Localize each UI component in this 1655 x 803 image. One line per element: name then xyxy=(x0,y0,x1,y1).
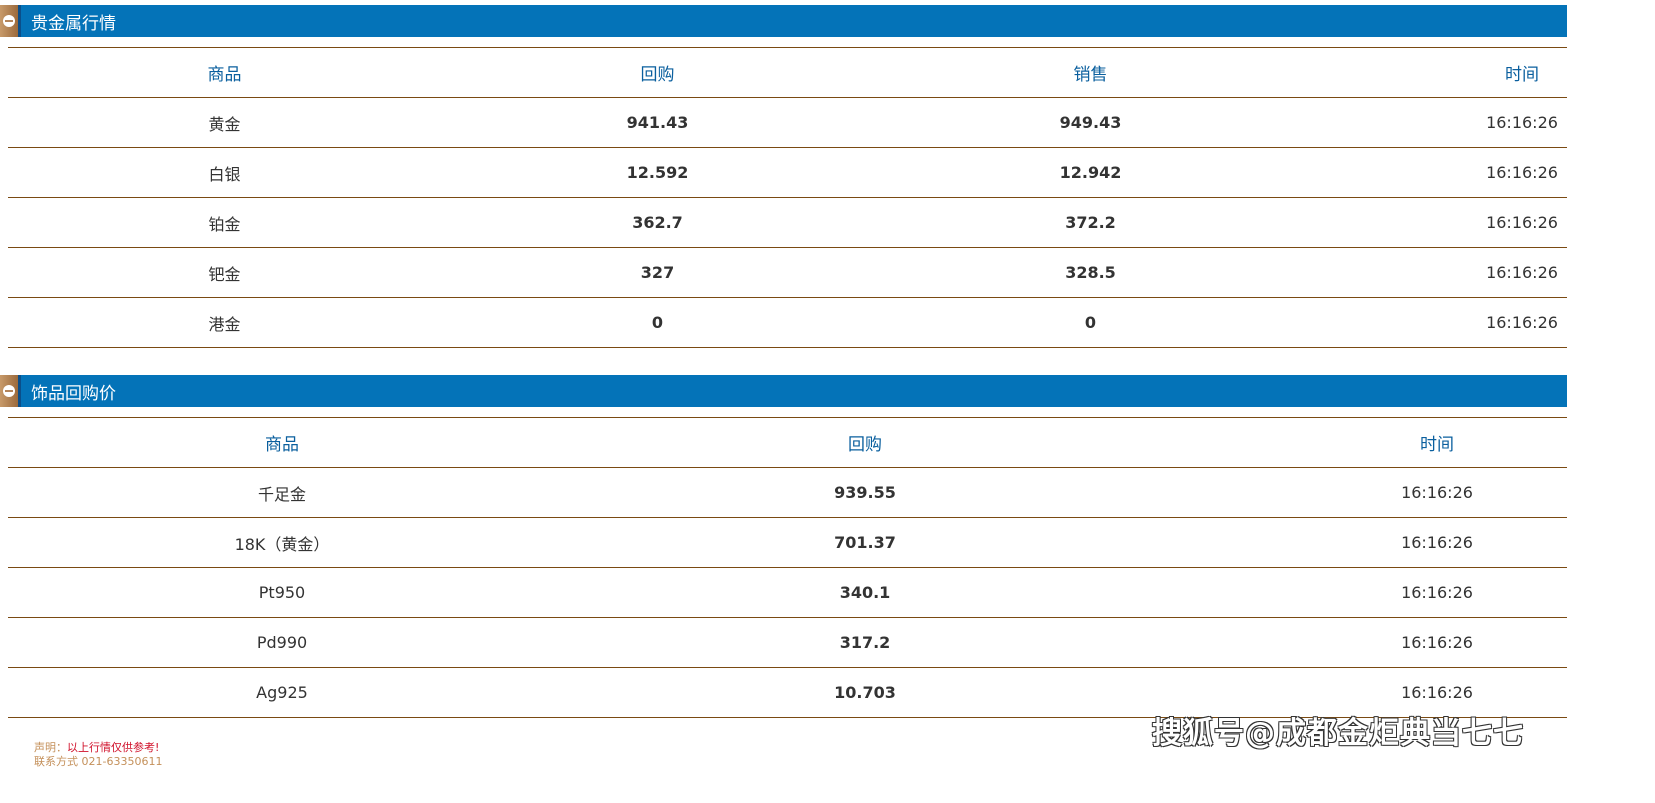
table-cell: 941.43 xyxy=(441,97,874,148)
table-row: 钯金 327 328.5 16:16:26 xyxy=(8,247,1567,298)
table-cell: 16:16:26 xyxy=(1174,517,1567,568)
table-cell: 白银 xyxy=(8,147,441,198)
jewelry-buyback-table: 商品 回购 时间 千足金 939.55 16:16:26 18K（黄金） 701.37 16:1… xyxy=(8,417,1567,718)
column-header: 销售 xyxy=(874,47,1307,98)
section-title: 饰品回购价 xyxy=(31,383,116,404)
table-cell: 18K（黄金） xyxy=(8,517,556,568)
section-icon xyxy=(0,375,21,407)
table-cell: 328.5 xyxy=(874,247,1307,298)
table-cell: 16:16:26 xyxy=(1307,297,1567,348)
precious-metals-table: 商品 回购 销售 时间 黄金 941.43 949.43 16:16:26 白银 12.592 12… xyxy=(8,47,1567,348)
table-cell: 0 xyxy=(874,297,1307,348)
watermark: 搜狐号@成都金炬典当七七 xyxy=(1152,716,1524,751)
table-cell: 16:16:26 xyxy=(1307,197,1567,248)
footer: 声明：以上行情仅供参考! 联系方式 021-63350611 xyxy=(34,741,162,769)
table-cell: Ag925 xyxy=(8,667,556,718)
column-header: 回购 xyxy=(441,47,874,98)
section-header-precious-metals: 贵金属行情 xyxy=(0,5,1567,37)
table-cell: 16:16:26 xyxy=(1174,467,1567,518)
table-row: 18K（黄金） 701.37 16:16:26 xyxy=(8,517,1567,568)
table-cell: 钯金 xyxy=(8,247,441,298)
disclaimer-text: 以上行情仅供参考! xyxy=(67,741,160,754)
table-cell: 0 xyxy=(441,297,874,348)
table-cell: Pd990 xyxy=(8,617,556,668)
column-header: 时间 xyxy=(1174,417,1567,468)
table-cell: 黄金 xyxy=(8,97,441,148)
section-header-jewelry-buyback: 饰品回购价 xyxy=(0,375,1567,407)
table-cell: 铂金 xyxy=(8,197,441,248)
table-cell: 16:16:26 xyxy=(1307,247,1567,298)
column-header: 时间 xyxy=(1307,47,1567,98)
table-cell: 16:16:26 xyxy=(1174,567,1567,618)
table-cell: 12.592 xyxy=(441,147,874,198)
table-header-row: 商品 回购 销售 时间 xyxy=(8,47,1567,98)
table-row: Ag925 10.703 16:16:26 xyxy=(8,667,1567,718)
table-cell: 340.1 xyxy=(556,567,1174,618)
table-cell: 16:16:26 xyxy=(1174,617,1567,668)
table-cell: 317.2 xyxy=(556,617,1174,668)
table-cell: 939.55 xyxy=(556,467,1174,518)
table-row: Pd990 317.2 16:16:26 xyxy=(8,617,1567,668)
table-cell: 949.43 xyxy=(874,97,1307,148)
disclaimer-label: 声明： xyxy=(34,741,67,754)
table-cell: 362.7 xyxy=(441,197,874,248)
table-cell: 16:16:26 xyxy=(1307,147,1567,198)
table-row: Pt950 340.1 16:16:26 xyxy=(8,567,1567,618)
table-cell: 港金 xyxy=(8,297,441,348)
table-cell: 16:16:26 xyxy=(1174,667,1567,718)
column-header: 回购 xyxy=(556,417,1174,468)
table-cell: 10.703 xyxy=(556,667,1174,718)
table-cell: 千足金 xyxy=(8,467,556,518)
table-cell: 701.37 xyxy=(556,517,1174,568)
table-row: 港金 0 0 16:16:26 xyxy=(8,297,1567,348)
section-title: 贵金属行情 xyxy=(31,13,116,34)
contact-info: 联系方式 021-63350611 xyxy=(34,755,163,768)
table-cell: 12.942 xyxy=(874,147,1307,198)
table-row: 铂金 362.7 372.2 16:16:26 xyxy=(8,197,1567,248)
section-icon xyxy=(0,5,21,37)
table-header-row: 商品 回购 时间 xyxy=(8,417,1567,468)
table-row: 黄金 941.43 949.43 16:16:26 xyxy=(8,97,1567,148)
table-row: 千足金 939.55 16:16:26 xyxy=(8,467,1567,518)
table-cell: 372.2 xyxy=(874,197,1307,248)
table-row: 白银 12.592 12.942 16:16:26 xyxy=(8,147,1567,198)
table-cell: 327 xyxy=(441,247,874,298)
column-header: 商品 xyxy=(8,47,441,98)
table-cell: 16:16:26 xyxy=(1307,97,1567,148)
column-header: 商品 xyxy=(8,417,556,468)
table-cell: Pt950 xyxy=(8,567,556,618)
